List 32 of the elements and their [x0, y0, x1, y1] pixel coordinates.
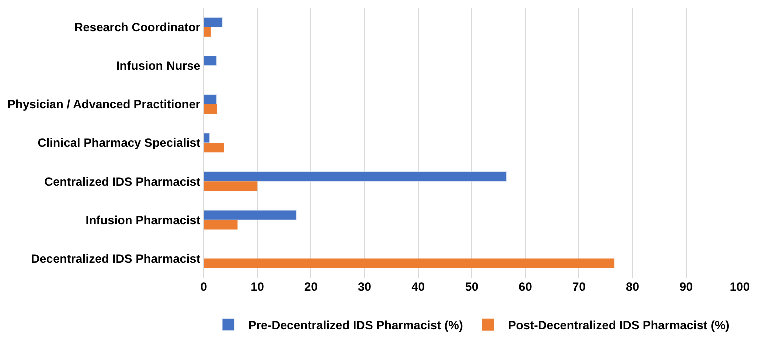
bar — [204, 94, 218, 105]
y-tick-label: Infusion Nurse — [116, 59, 201, 74]
bar — [204, 258, 615, 268]
y-tick-label: Clinical Pharmacy Specialist — [38, 136, 201, 150]
x-tick-label: 20 — [304, 280, 318, 294]
bar — [204, 220, 238, 230]
bar — [204, 104, 218, 114]
x-tick-label: 30 — [358, 280, 372, 294]
x-tick-label: 80 — [626, 280, 640, 294]
bar — [204, 210, 297, 220]
bar — [204, 56, 218, 66]
bar — [204, 17, 224, 28]
legend-label: Post-Decentralized IDS Pharmacist (%) — [508, 318, 730, 333]
x-tick-label: 100 — [730, 280, 750, 294]
x-tick-label: 50 — [465, 280, 479, 294]
x-tick-label: 10 — [250, 280, 265, 294]
bar — [204, 133, 210, 144]
y-tick-label: Centralized IDS Pharmacist — [44, 174, 201, 189]
legend-label: Pre-Decentralized IDS Pharmacist (%) — [248, 318, 464, 333]
x-tick-label: 70 — [572, 280, 586, 294]
y-tick-label: Decentralized IDS Pharmacist — [31, 252, 201, 266]
bar — [204, 172, 508, 182]
x-tick-label: 60 — [518, 280, 533, 294]
x-tick-label: 40 — [412, 280, 426, 294]
y-tick-label: Infusion Pharmacist — [86, 213, 201, 228]
y-tick-label: Physician / Advanced Practitioner — [8, 98, 201, 112]
x-tick-label: 0 — [200, 280, 208, 294]
y-tick-label: Research Coordinator — [74, 20, 201, 34]
x-tick-label: 90 — [680, 280, 694, 294]
bar — [204, 143, 224, 153]
bar — [204, 27, 211, 37]
bar — [204, 182, 258, 192]
